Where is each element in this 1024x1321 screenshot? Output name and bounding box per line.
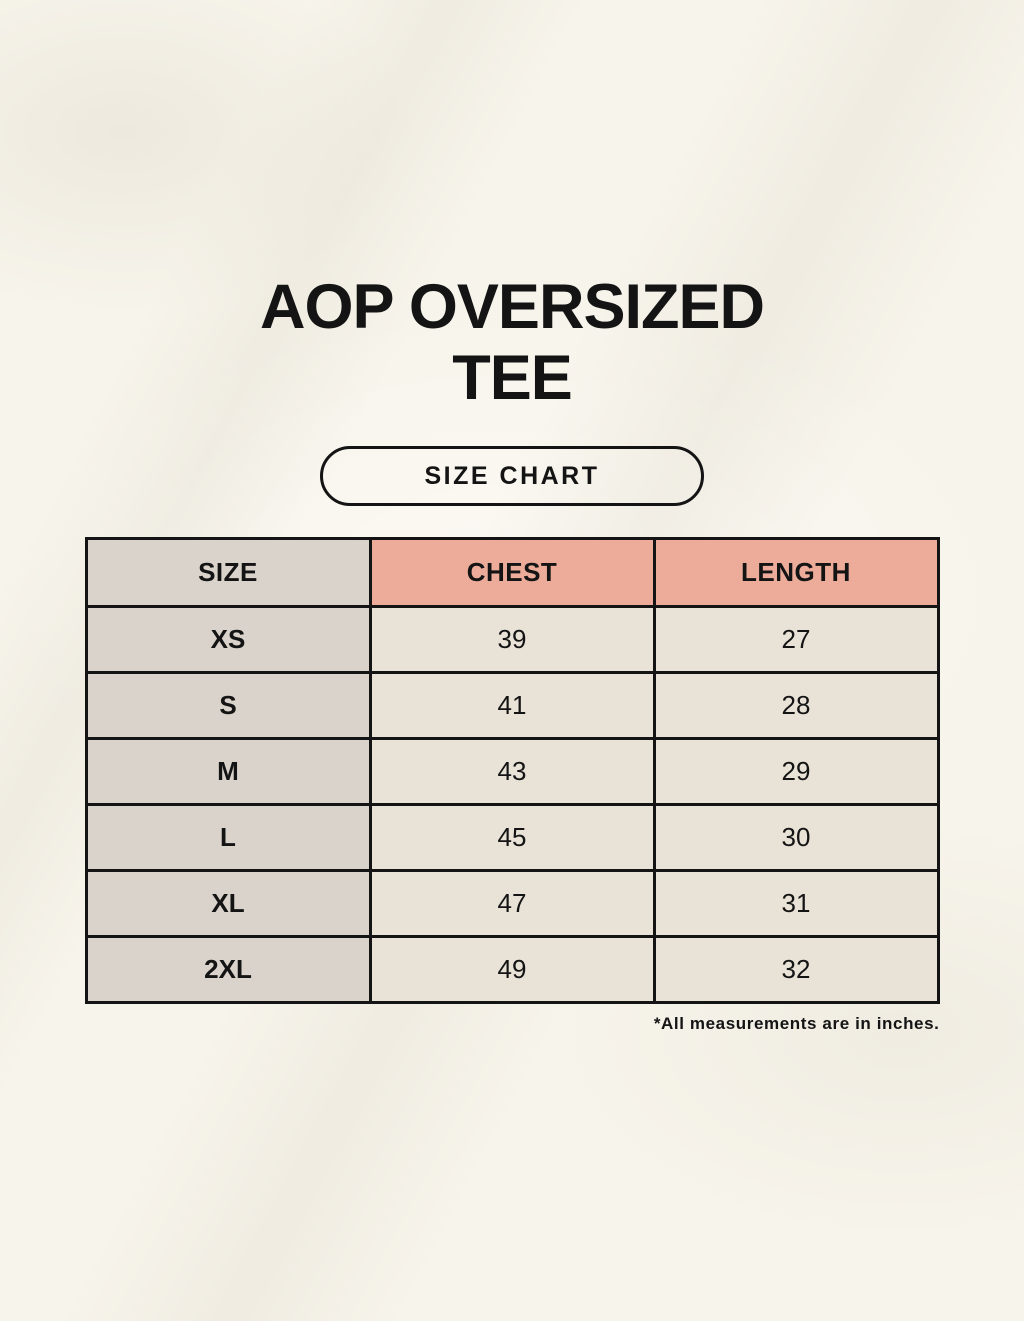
size-chart-badge: SIZE CHART bbox=[320, 446, 704, 507]
chest-value: 41 bbox=[368, 671, 656, 741]
length-value: 27 bbox=[652, 605, 940, 675]
size-chart-badge-label: SIZE CHART bbox=[424, 461, 600, 490]
table-row: S 41 28 bbox=[84, 671, 940, 741]
size-label: XL bbox=[84, 869, 372, 939]
length-value: 32 bbox=[652, 935, 940, 1005]
table-row: XL 47 31 bbox=[84, 869, 940, 939]
column-header-chest: CHEST bbox=[368, 537, 656, 609]
size-label: L bbox=[84, 803, 372, 873]
table-row: L 45 30 bbox=[84, 803, 940, 873]
chest-value: 49 bbox=[368, 935, 656, 1005]
size-label: 2XL bbox=[84, 935, 372, 1005]
table-row: M 43 29 bbox=[84, 737, 940, 807]
column-header-length: LENGTH bbox=[652, 537, 940, 609]
size-label: M bbox=[84, 737, 372, 807]
length-value: 29 bbox=[652, 737, 940, 807]
measurements-footnote: *All measurements are in inches. bbox=[653, 1014, 940, 1034]
table-row: XS 39 27 bbox=[84, 605, 940, 675]
length-value: 31 bbox=[652, 869, 940, 939]
size-label: XS bbox=[84, 605, 372, 675]
chest-value: 47 bbox=[368, 869, 656, 939]
column-header-size: SIZE bbox=[84, 537, 372, 609]
length-value: 30 bbox=[652, 803, 940, 873]
size-label: S bbox=[84, 671, 372, 741]
length-value: 28 bbox=[652, 671, 940, 741]
chest-value: 39 bbox=[368, 605, 656, 675]
page-title: AOP OVERSIZED TEE bbox=[260, 272, 765, 413]
chest-value: 45 bbox=[368, 803, 656, 873]
table-row: 2XL 49 32 bbox=[84, 935, 940, 1005]
size-chart-table: SIZE CHEST LENGTH XS 39 27 S 41 28 M 43 … bbox=[84, 537, 940, 1005]
chest-value: 43 bbox=[368, 737, 656, 807]
table-header-row: SIZE CHEST LENGTH bbox=[84, 537, 940, 609]
